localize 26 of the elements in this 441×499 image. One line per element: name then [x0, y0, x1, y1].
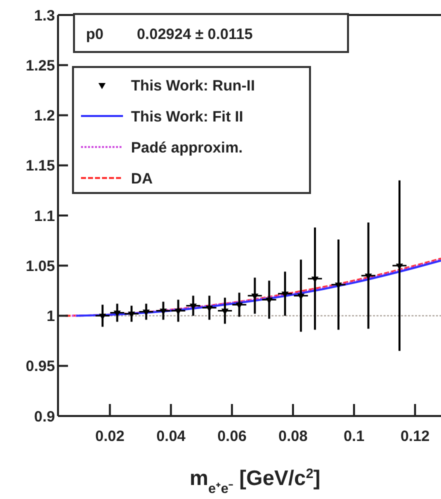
- y-tick-label: 1.25: [26, 57, 55, 74]
- point: [128, 312, 136, 318]
- y-tick-label: 1.3: [34, 7, 55, 24]
- text-box: p0 0.02924 ± 0.0115: [73, 13, 349, 53]
- y-tick-label: 0.95: [26, 358, 55, 376]
- legend-label: Padé approxim.: [131, 139, 243, 156]
- x-tick-label: 0.1: [344, 428, 364, 445]
- point: [98, 314, 106, 320]
- y-tick-label: 0.9: [34, 408, 55, 426]
- x-tick-label: 0.08: [278, 428, 308, 445]
- y-tick-label: 1.1: [34, 208, 55, 225]
- point: [206, 306, 213, 312]
- x-tick-label: 0.06: [217, 428, 247, 445]
- point: [221, 308, 228, 315]
- y-tick-label: 1.05: [26, 258, 55, 275]
- x-tick-label: 0.04: [156, 428, 186, 445]
- x-tick-label: 0.12: [400, 428, 430, 445]
- annotation: p0 0.02924 ± 0.0115: [86, 26, 253, 43]
- y-tick-label: 1.15: [26, 158, 55, 175]
- y-tick-label: 1: [46, 308, 55, 325]
- x-axis-title: m$_{e⁺e⁻}$ [GeV/c$^{2}$]: [190, 466, 320, 496]
- legend-label: DA: [131, 170, 153, 188]
- x-tick-label: 0.02: [95, 428, 124, 445]
- legend-label: This Work: Fit II: [131, 108, 244, 126]
- legend-label: This Work: Run-II: [131, 77, 255, 94]
- y-tick-label: 1.2: [34, 108, 55, 124]
